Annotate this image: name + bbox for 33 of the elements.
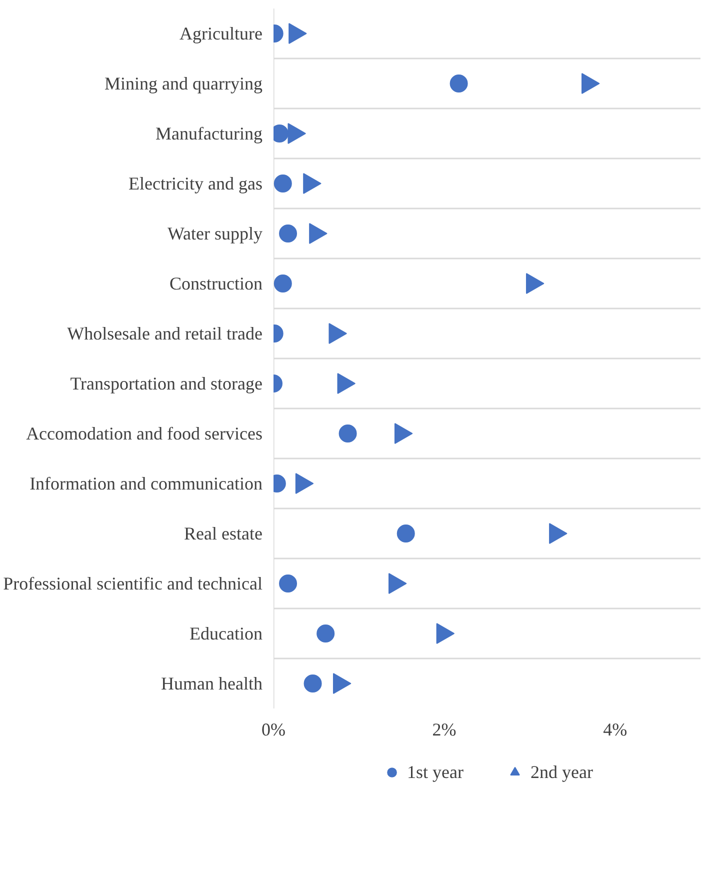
legend-label: 2nd year [530,762,593,782]
x-tick-label: 4% [603,720,628,740]
y-tick-label: Professional scientific and technical [3,574,263,594]
y-tick-label: Information and communication [30,474,262,494]
y-tick-label: Mining and quarrying [104,74,263,94]
y-tick-label: Wholsesale and retail trade [67,324,263,344]
point [337,373,356,394]
y-tick-label: Education [190,624,263,644]
y-tick-label: Agriculture [180,24,263,44]
y-tick-label: Human health [161,674,263,694]
y-tick-label: Transportation and storage [70,374,263,394]
y-tick-label: Real estate [184,524,263,544]
point [288,23,307,44]
point [549,523,568,544]
point [288,123,306,144]
point [295,473,314,494]
legend-label: 1st year [407,762,464,782]
point [388,573,407,594]
point [526,273,544,294]
x-tick-label: 0% [262,720,286,740]
y-tick-label: Electricity and gas [128,174,263,194]
x-tick-label: 2% [432,720,456,740]
point [309,223,328,244]
point [328,323,348,344]
point [303,173,322,194]
point [582,73,600,94]
point [332,673,352,694]
y-tick-label: Construction [170,274,263,294]
point [394,423,413,444]
y-tick-label: Accomodation and food services [26,424,263,444]
point [436,623,455,644]
y-tick-label: Manufacturing [156,124,263,144]
y-tick-label: Water supply [167,224,263,244]
